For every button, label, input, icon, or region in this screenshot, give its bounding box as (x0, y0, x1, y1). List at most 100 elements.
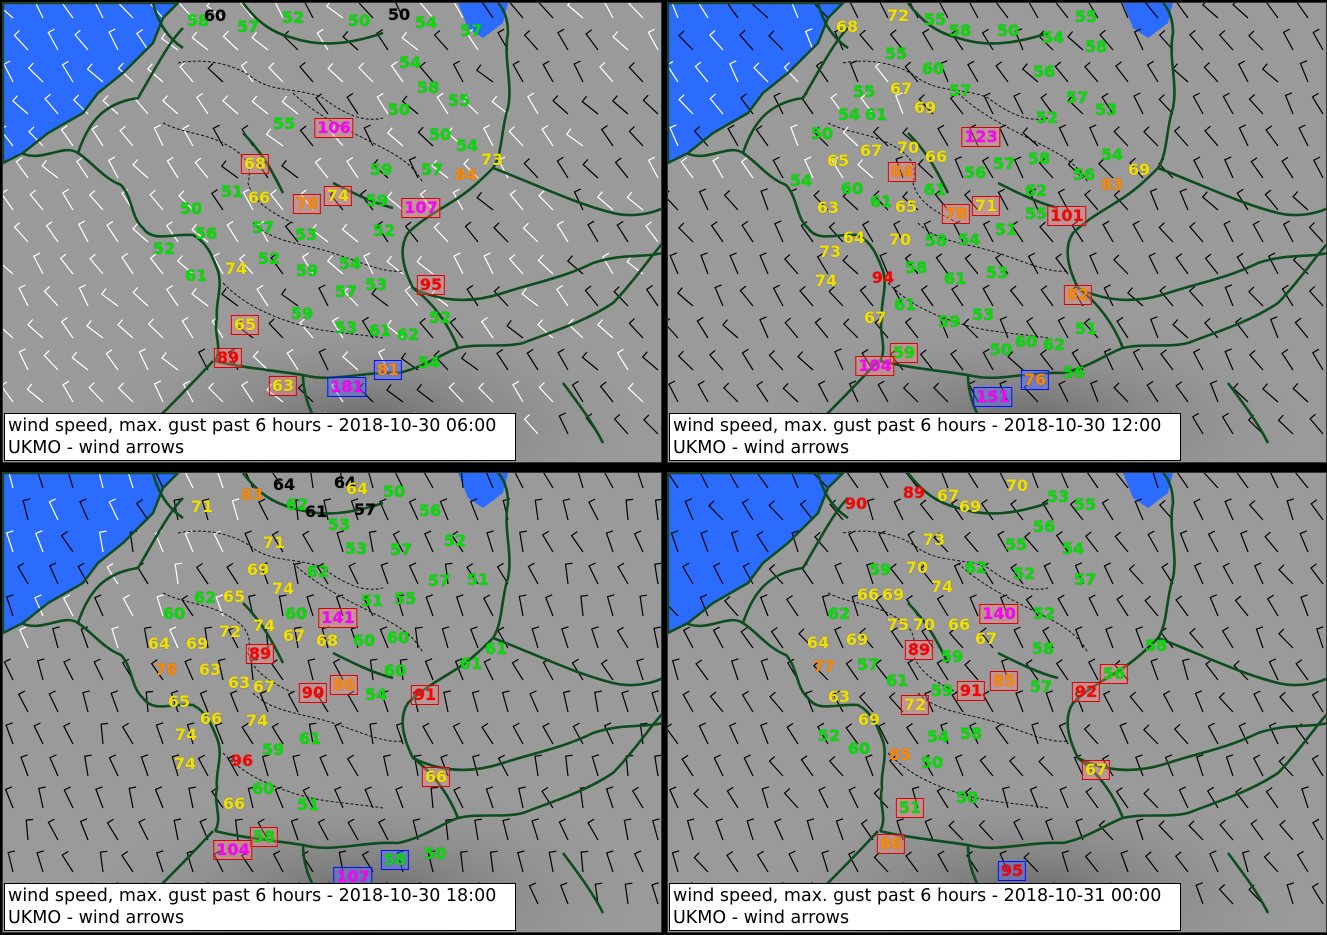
gust-value: 90 (298, 683, 328, 703)
gust-value: 86 (876, 834, 906, 854)
gust-value: 50 (989, 340, 1013, 359)
gust-value: 63 (198, 660, 222, 679)
gust-value: 57 (856, 655, 880, 674)
gust-value: 67 (282, 626, 306, 645)
gust-value: 51 (360, 591, 384, 610)
coastline (3, 3, 180, 165)
gust-value: 95 (997, 861, 1027, 881)
map-caption: wind speed, max. gust past 6 hours - 201… (669, 883, 1181, 931)
gust-value: 68 (835, 17, 859, 36)
wind-arrows (668, 3, 1324, 435)
gust-value: 70 (1005, 476, 1029, 495)
gust-value: 74 (224, 259, 248, 278)
gust-value: 72 (886, 6, 910, 25)
gust-value: 78 (292, 194, 322, 214)
gust-value: 60 (203, 6, 227, 25)
north-sea (3, 3, 178, 163)
gust-value: 78 (941, 204, 971, 224)
gust-value: 62 (1024, 181, 1048, 200)
gust-value: 55 (1073, 495, 1097, 514)
gust-value: 61 (943, 269, 967, 288)
gust-value: 65 (826, 151, 850, 170)
gust-value: 70 (896, 138, 920, 157)
gust-value: 59 (940, 647, 964, 666)
gust-value: 51 (296, 795, 320, 814)
gust-value: 107 (401, 198, 441, 218)
country-borders (20, 473, 661, 914)
gust-value: 58 (249, 827, 279, 847)
gust-value: 61 (304, 502, 328, 521)
gust-value: 62 (964, 558, 988, 577)
gust-value: 60 (386, 628, 410, 647)
gust-value: 59 (365, 191, 389, 210)
gust-value: 65 (167, 692, 191, 711)
gust-value: 72 (900, 695, 930, 715)
gust-value: 57 (1073, 570, 1097, 589)
gust-value: 66 (924, 147, 948, 166)
gust-value: 66 (247, 188, 271, 207)
gust-value: 52 (152, 239, 176, 258)
gust-value: 59 (369, 160, 393, 179)
gust-value: 95 (416, 275, 446, 295)
gust-value: 51 (220, 182, 244, 201)
gust-value: 54 (789, 171, 813, 190)
gust-value: 56 (418, 501, 442, 520)
gust-value: 58 (416, 78, 440, 97)
gust-value: 69 (1127, 160, 1151, 179)
map-background (668, 473, 1326, 932)
gust-value: 61 (184, 266, 208, 285)
gust-value: 59 (930, 681, 954, 700)
gust-value: 50 (382, 482, 406, 501)
gust-value: 56 (1072, 165, 1096, 184)
coastline (668, 473, 845, 635)
gust-value: 57 (334, 282, 358, 301)
gust-value: 69 (881, 585, 905, 604)
gust-value: 62 (306, 562, 330, 581)
gust-value: 84 (454, 165, 478, 184)
map-background (668, 3, 1326, 462)
wind-arrows (3, 3, 659, 435)
gust-value: 59 (937, 312, 961, 331)
gust-value: 56 (1032, 517, 1056, 536)
gust-value: 74 (245, 711, 269, 730)
gust-value: 58 (1144, 636, 1168, 655)
gust-value: 55 (1004, 535, 1028, 554)
state-borders (162, 530, 424, 809)
gust-value: 52 (817, 726, 841, 745)
gust-value: 69 (857, 710, 881, 729)
gust-value: 60 (840, 179, 864, 198)
gust-value: 107 (333, 867, 373, 887)
gust-value: 69 (246, 560, 270, 579)
gust-value: 70 (905, 558, 929, 577)
gust-value: 72 (218, 622, 242, 641)
gust-value: 67 (889, 79, 913, 98)
gust-value: 50 (423, 844, 447, 863)
gust-value: 106 (314, 118, 354, 138)
gust-value: 58 (380, 850, 410, 870)
gust-value: 53 (1094, 100, 1118, 119)
gust-value: 58 (948, 21, 972, 40)
gust-value: 71 (971, 196, 1001, 216)
gust-value: 74 (271, 579, 295, 598)
north-sea (668, 3, 843, 163)
gust-value: 91 (956, 681, 986, 701)
gust-value: 67 (863, 308, 887, 327)
gust-value: 53 (344, 539, 368, 558)
gust-value: 59 (295, 261, 319, 280)
gust-value: 58 (959, 724, 983, 743)
gust-value: 67 (1081, 760, 1111, 780)
gust-value: 92 (1071, 682, 1101, 702)
gust-value: 52 (428, 308, 452, 327)
map-background (3, 3, 661, 462)
gust-value: 61 (869, 192, 893, 211)
gust-value: 57 (992, 154, 1016, 173)
gust-value: 62 (285, 495, 309, 514)
gust-value: 67 (859, 141, 883, 160)
gust-value: 73 (818, 242, 842, 261)
gust-value: 54 (1041, 28, 1065, 47)
country-borders (685, 3, 1326, 444)
gust-value: 91 (410, 685, 440, 705)
gust-value: 66 (222, 794, 246, 813)
gust-value: 62 (396, 325, 420, 344)
gust-value: 54 (364, 685, 388, 704)
